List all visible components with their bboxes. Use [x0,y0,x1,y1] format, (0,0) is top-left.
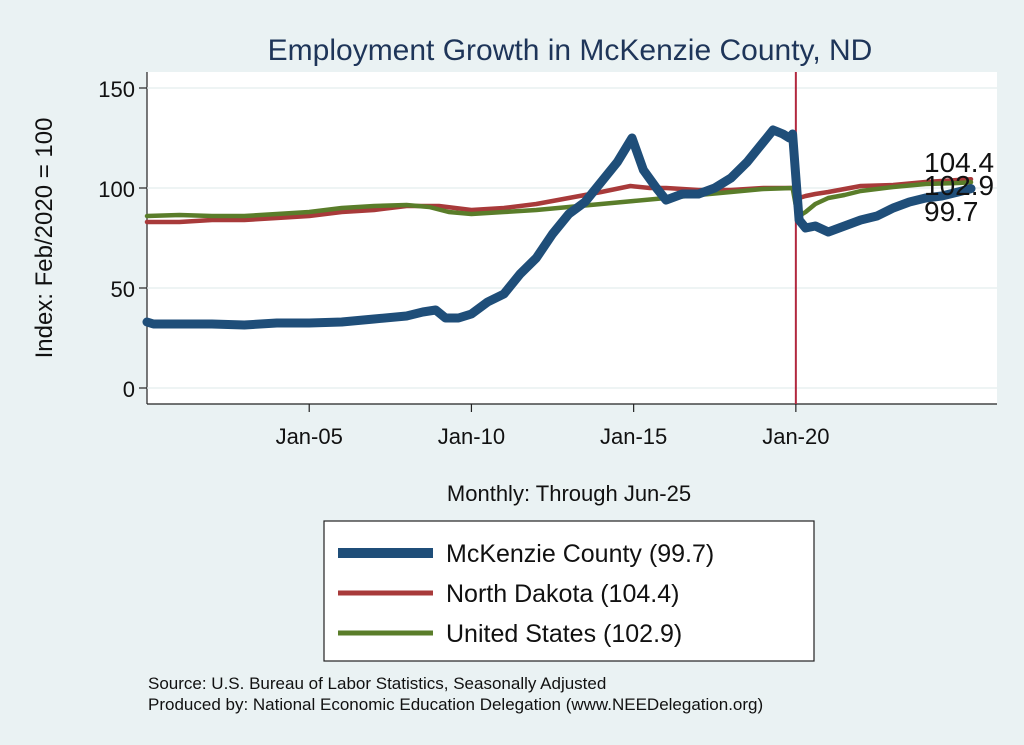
source-line-1: Source: U.S. Bureau of Labor Statistics,… [148,674,606,693]
x-tick-label: Jan-15 [600,424,667,449]
legend-label-mckenzie: McKenzie County (99.7) [446,540,714,568]
legend: McKenzie County (99.7) North Dakota (104… [324,521,814,661]
y-tick-label: 100 [98,177,135,202]
chart-title: Employment Growth in McKenzie County, ND [268,34,873,67]
y-tick-label: 50 [111,277,135,302]
legend-label-united-states: United States (102.9) [446,620,682,648]
employment-growth-chart: Employment Growth in McKenzie County, ND… [0,0,1024,745]
x-axis-label: Monthly: Through Jun-25 [447,481,691,506]
x-tick-label: Jan-20 [762,424,829,449]
y-tick-label: 150 [98,77,135,102]
x-tick-label: Jan-05 [276,424,343,449]
y-tick-label: 0 [123,377,135,402]
y-axis-label: Index: Feb/2020 = 100 [31,118,58,359]
legend-label-north-dakota: North Dakota (104.4) [446,580,679,608]
plot-area [147,72,997,404]
source-line-2: Produced by: National Economic Education… [148,695,763,714]
end-label-mckenzie: 99.7 [924,196,979,227]
x-tick-label: Jan-10 [438,424,505,449]
